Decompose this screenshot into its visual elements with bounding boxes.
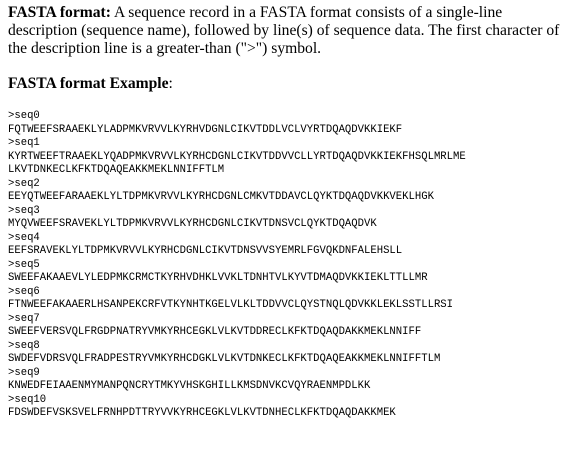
page: FASTA format: A sequence record in a FAS…	[8, 4, 566, 421]
fasta-description-text: A sequence record in a FASTA format cons…	[8, 4, 560, 57]
sequence-header: >seq3	[8, 204, 40, 217]
sequence-data: SWEEFAKAAEVLYLEDPMKCRMCTKYRHVDHKLVVKLTDN…	[8, 272, 428, 284]
sequence-header: >seq8	[8, 339, 40, 352]
sequence-data: LKVTDNKECLKFKTDQAQEAKKMEKLNNIFFTLM	[8, 164, 225, 176]
example-heading-colon: :	[168, 75, 173, 92]
sequence-header: >seq7	[8, 312, 40, 325]
sequence-header: >seq5	[8, 258, 40, 271]
sequence-data: EEFSRAVEKLYLTDPMKVRVVLKYRHCDGNLCIKVTDNSV…	[8, 245, 403, 257]
sequence-data: EEYQTWEEFARAAEKLYLTDPMKVRVVLKYRHCDGNLCMK…	[8, 191, 434, 203]
sequence-header: >seq1	[8, 137, 40, 149]
sequence-data: SWDEFVDRSVQLFRADPESTRYVMKYRHCDGKLVLKVTDN…	[8, 353, 441, 365]
example-heading-label: FASTA format Example	[8, 75, 169, 92]
example-heading: FASTA format Example:	[8, 75, 566, 93]
fasta-format-term: FASTA format:	[8, 4, 111, 21]
sequence-data: MYQVWEEFSRAVEKLYLTDPMKVRVVLKYRHCDGNLCIKV…	[8, 218, 377, 230]
sequence-data: KNWEDFEIAAENMYMANPQNCRYTMKYVHSKGHILLKMSD…	[8, 380, 371, 392]
sequence-header: >seq2	[8, 177, 40, 190]
fasta-example-records: >seq0 FQTWEEFSRAAEKLYLADPMKVRVVLKYRHVDGNL…	[8, 110, 566, 421]
sequence-data: SWEEFVERSVQLFRGDPNATRYVMKYRHCEGKLVLKVTDD…	[8, 326, 422, 338]
sequence-header: >seq4	[8, 231, 40, 244]
sequence-header: >seq0	[8, 110, 40, 122]
sequence-data: FDSWDEFVSKSVELFRNHPDTTRYVVKYRHCEGKLVLKVT…	[8, 407, 396, 419]
sequence-header: >seq9	[8, 366, 40, 379]
sequence-data: FTNWEEFAKAAERLHSANPEKCRFVTKYNHTKGELVLKLT…	[8, 299, 454, 311]
sequence-data: FQTWEEFSRAAEKLYLADPMKVRVVLKYRHVDGNLCIKVT…	[8, 123, 403, 136]
sequence-header: >seq10	[8, 393, 47, 406]
sequence-data: KYRTWEEFTRAAEKLYQADPMKVRVVLKYRHCDGNLCIKV…	[8, 150, 466, 163]
fasta-description: FASTA format: A sequence record in a FAS…	[8, 4, 566, 58]
sequence-header: >seq6	[8, 285, 40, 298]
